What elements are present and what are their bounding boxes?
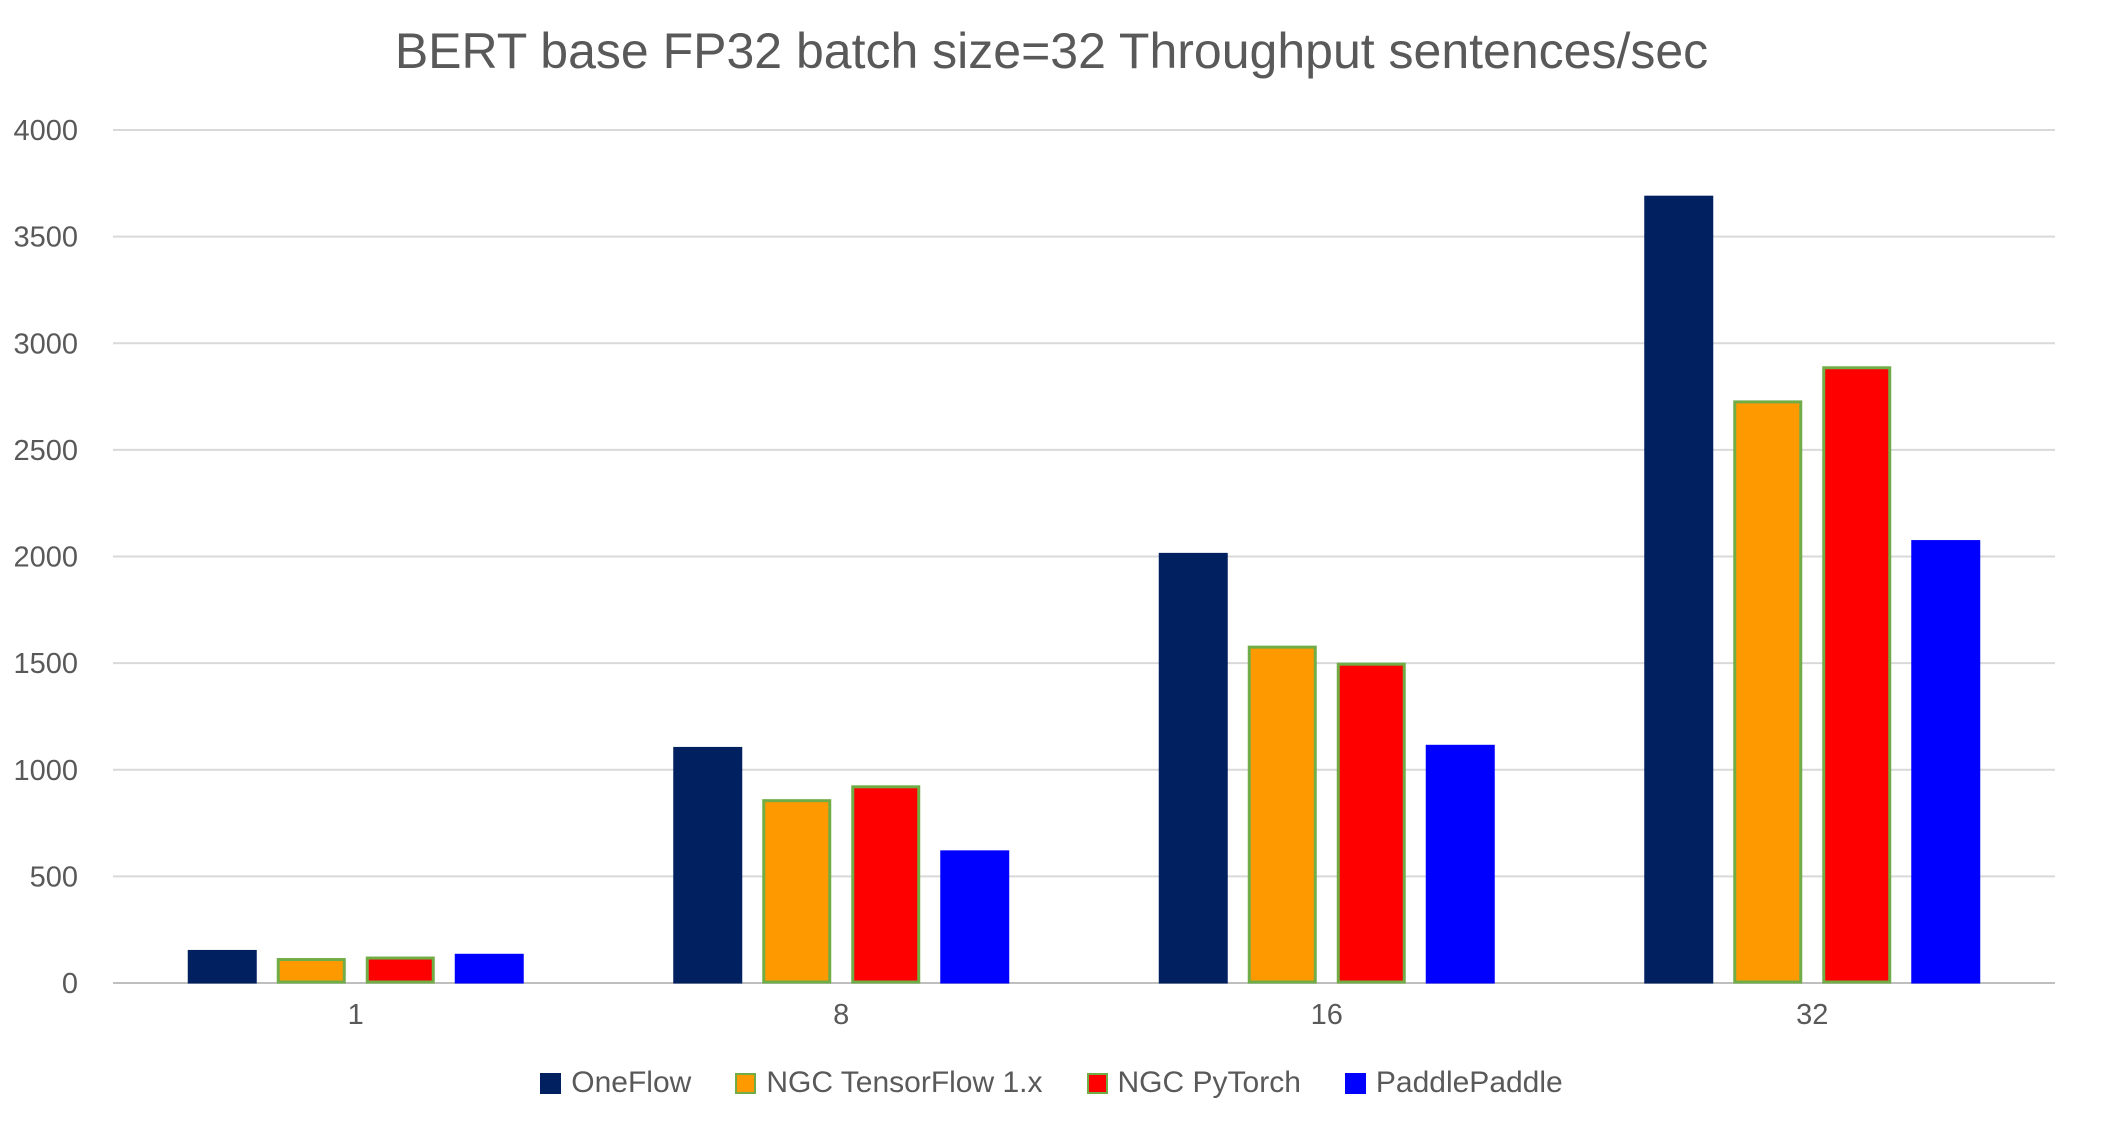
gridlines <box>113 129 2055 984</box>
bars <box>187 195 1981 984</box>
legend-label: OneFlow <box>571 1066 692 1099</box>
x-tick-label: 32 <box>1796 999 1828 1031</box>
bar-ngc-tensorflow-1-x-8 <box>762 799 832 984</box>
x-tick-label: 8 <box>833 999 849 1031</box>
legend: OneFlow NGC TensorFlow 1.x NGC PyTorch Padd… <box>0 1066 2103 1100</box>
chart-title: BERT base FP32 batch size=32 Throughput … <box>394 23 1709 79</box>
legend-item: NGC PyTorch <box>1086 1066 1301 1100</box>
bar-paddlepaddle-1 <box>454 953 524 984</box>
legend-item: NGC TensorFlow 1.x <box>735 1066 1043 1100</box>
bar-ngc-pytorch-8 <box>851 785 921 984</box>
x-tick-label: 1 <box>348 999 364 1031</box>
bar-paddlepaddle-16 <box>1425 744 1495 984</box>
legend-item: PaddlePaddle <box>1344 1066 1563 1100</box>
bar-ngc-pytorch-32 <box>1822 366 1892 984</box>
y-tick-label: 1000 <box>13 755 78 787</box>
legend-swatch <box>735 1072 757 1094</box>
y-tick-label: 0 <box>62 968 78 1000</box>
bar-oneflow-16 <box>1158 552 1228 984</box>
bar-ngc-tensorflow-1-x-16 <box>1247 645 1317 984</box>
bar-ngc-pytorch-1 <box>365 956 435 984</box>
bar-ngc-tensorflow-1-x-32 <box>1733 400 1803 984</box>
legend-swatch <box>1086 1072 1108 1094</box>
y-tick-label: 3500 <box>13 222 78 254</box>
y-tick-label: 2000 <box>13 542 78 574</box>
y-tick-label: 3000 <box>13 328 78 360</box>
legend-item: OneFlow <box>540 1066 691 1100</box>
bar-paddlepaddle-8 <box>940 850 1010 984</box>
x-axis-tick-labels: 1 8 16 32 <box>348 999 1829 1031</box>
y-tick-label: 500 <box>30 861 78 893</box>
bar-oneflow-1 <box>187 949 257 984</box>
legend-swatch <box>1344 1072 1366 1094</box>
bar-paddlepaddle-32 <box>1911 540 1981 984</box>
y-axis-tick-labels: 0 500 1000 1500 2000 2500 3000 3500 4000 <box>13 115 78 1000</box>
bar-oneflow-32 <box>1644 195 1714 984</box>
bar-ngc-tensorflow-1-x-1 <box>276 958 346 984</box>
legend-swatch <box>540 1072 562 1094</box>
legend-label: PaddlePaddle <box>1375 1066 1563 1099</box>
x-tick-label: 16 <box>1311 999 1343 1031</box>
legend-label: NGC TensorFlow 1.x <box>766 1066 1043 1099</box>
legend-label: NGC PyTorch <box>1117 1066 1301 1099</box>
y-tick-label: 1500 <box>13 648 78 680</box>
y-tick-label: 4000 <box>13 115 78 147</box>
bar-ngc-pytorch-16 <box>1336 662 1406 984</box>
y-tick-label: 2500 <box>13 435 78 467</box>
bar-oneflow-8 <box>673 746 743 984</box>
